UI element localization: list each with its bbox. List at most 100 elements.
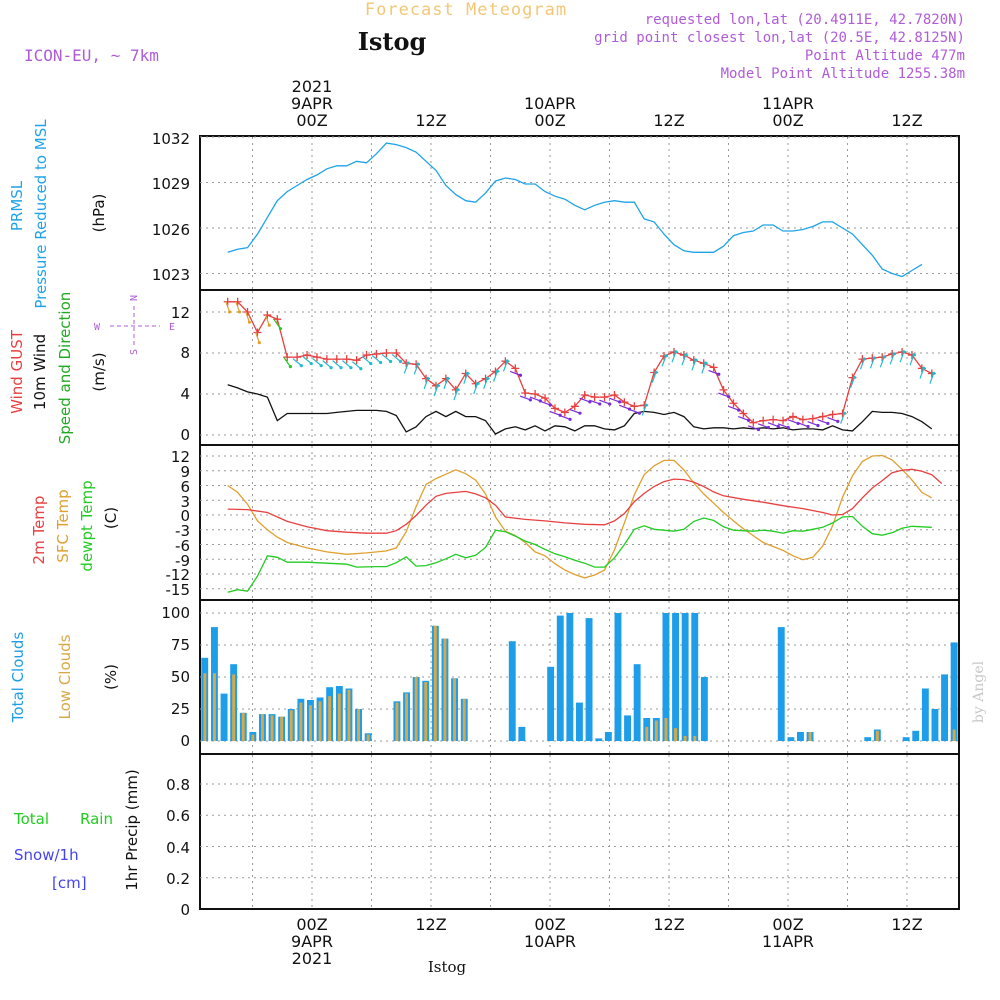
wind-arrow-head-38 <box>608 402 612 406</box>
low-cloud-bar-70 <box>875 730 879 741</box>
total-cloud-bar-32 <box>508 641 516 741</box>
wind-arrow-28 <box>502 360 508 372</box>
wind-arrow-head-30 <box>528 398 532 402</box>
pressure-tick-2: 1029 <box>152 175 190 193</box>
dew-temp-line <box>227 515 932 593</box>
gust-marker-30 <box>521 388 530 397</box>
wind-10m-label: 10m Wind <box>31 334 49 410</box>
low-cloud-bar-20 <box>395 702 399 741</box>
wind-arrow-8 <box>302 356 312 365</box>
wind-arrow-55 <box>767 422 779 428</box>
gust-marker-60 <box>818 412 827 421</box>
total-cloud-bar-73 <box>902 737 910 741</box>
wind-arrow-25 <box>473 383 479 395</box>
top-date-1: 9APR <box>291 94 333 113</box>
wind-arrow-46 <box>681 354 687 366</box>
bottom-tick-5: 00Z <box>772 915 803 934</box>
gust-marker-59 <box>808 414 817 423</box>
model-label: ICON-EU, ~ 7km <box>24 46 159 65</box>
wind-arrow-20 <box>423 378 429 389</box>
gust-marker-34 <box>560 408 569 417</box>
wind-arrow-13 <box>352 361 362 370</box>
wind-arrow-head-44 <box>664 354 668 358</box>
bottom-tick-1: 00Z <box>296 915 327 934</box>
total-cloud-bar-2 <box>220 693 228 741</box>
point-altitude: Point Altitude 477m <box>805 48 965 64</box>
wind-arrow-31 <box>529 396 541 402</box>
temp-tick-1: 12 <box>171 448 190 466</box>
wind-arrow-67 <box>889 353 895 365</box>
wind-arrow-head-54 <box>766 425 770 430</box>
wind-arrow-1 <box>235 301 241 313</box>
pressure-unit: (hPa) <box>90 194 108 233</box>
wind-arrow-7 <box>292 358 302 367</box>
total-cloud-bar-41 <box>595 738 603 741</box>
gust-marker-58 <box>798 415 807 424</box>
low-cloud-bar-46 <box>645 726 649 741</box>
wind-arrow-33 <box>549 410 561 416</box>
precip-tick-2: 0.6 <box>166 807 190 825</box>
wind-arrow-head-14 <box>369 361 373 366</box>
wind-arrow-57 <box>787 419 799 424</box>
wind-speed-label: Speed and Direction <box>56 292 74 445</box>
low-cloud-bar-27 <box>462 698 466 741</box>
gust-marker-0 <box>223 297 232 306</box>
temp-tick-10: -15 <box>166 581 191 599</box>
gust-marker-56 <box>779 416 788 425</box>
top-tick-5: 00Z <box>772 111 803 130</box>
wind-arrow-head-27 <box>495 369 499 373</box>
precip-tick-5: 0 <box>180 901 190 919</box>
wind-arrow-71 <box>929 373 935 384</box>
total-cloud-bar-51 <box>691 613 699 741</box>
top-tick-2: 12Z <box>415 111 446 130</box>
wind-arrow-head-53 <box>756 427 761 432</box>
wind-arrow-head-16 <box>388 359 393 364</box>
wind-tick-3: 4 <box>180 385 190 403</box>
total-cloud-bar-37 <box>556 615 564 741</box>
wind-arrow-head-37 <box>598 402 602 406</box>
low-cloud-bar-9 <box>289 710 293 741</box>
total-cloud-bar-45 <box>633 664 641 741</box>
sfc-temp-line <box>227 454 933 579</box>
wind-arrow-47 <box>691 359 697 371</box>
low-cloud-bar-5 <box>251 734 255 741</box>
gust-marker-52 <box>739 409 748 418</box>
gust-marker-2 <box>243 308 252 316</box>
wind-arrow-head-29 <box>518 373 523 377</box>
wind-arrow-head-24 <box>465 371 470 375</box>
total-cloud-bar-77 <box>941 674 948 741</box>
top-time-axis: 2021 9APR 10APR 11APR 00Z 12Z 00Z 12Z 00… <box>291 77 923 130</box>
compass-icon: N S W E <box>94 295 175 355</box>
wind-arrow-head-45 <box>674 350 678 354</box>
wind-arrow-head-12 <box>349 366 353 370</box>
wind-arrow-61 <box>827 417 838 422</box>
wind-arrow-head-15 <box>379 360 383 365</box>
total-cloud-bar-38 <box>566 613 574 741</box>
temp-tick-7: -6 <box>175 537 190 555</box>
gust-marker-10 <box>322 355 331 364</box>
wind-arrow-12 <box>342 360 352 369</box>
wind-arrow-3 <box>255 332 260 343</box>
wind-arrow-43 <box>651 372 657 383</box>
low-cloud-bar-8 <box>280 716 284 741</box>
gust-marker-32 <box>541 394 550 403</box>
data-layer <box>200 142 959 910</box>
wind-arrow-head-2 <box>247 320 252 324</box>
low-cloud-bar-24 <box>433 625 437 741</box>
wind-arrow-head-59 <box>816 423 820 428</box>
wind-arrow-64 <box>859 358 865 370</box>
cloud-tick-2: 75 <box>171 636 190 654</box>
pressure-line <box>227 142 923 278</box>
wind-arrow-23 <box>453 389 459 401</box>
wind-arrow-head-47 <box>694 358 698 362</box>
gust-marker-7 <box>293 353 302 362</box>
cloud-low-label: Low Clouds <box>56 634 74 719</box>
total-cloud-bar-75 <box>921 688 929 741</box>
precip-axis-label: 1hr Precip (mm) <box>123 769 141 890</box>
wind-arrow-head-70 <box>922 366 926 370</box>
low-cloud-bar-22 <box>414 677 418 741</box>
wind-arrow-head-55 <box>776 424 780 429</box>
top-tick-6: 12Z <box>891 111 922 130</box>
pressure-label-1: PRMSL <box>8 180 26 231</box>
wind-arrow-head-51 <box>737 408 741 412</box>
